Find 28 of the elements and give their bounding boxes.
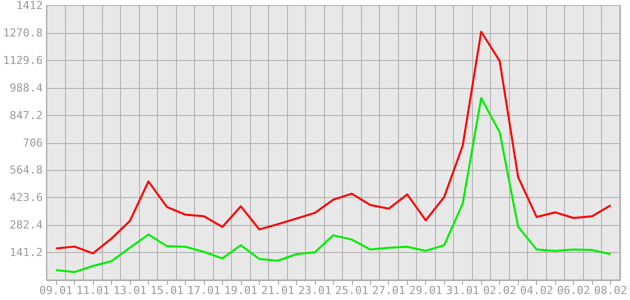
- x-tick-label: 25.01: [335, 284, 368, 297]
- x-tick-label: 04.02: [520, 284, 554, 297]
- x-tick-label: 17.01: [187, 284, 220, 297]
- x-tick-label: 21.01: [261, 284, 294, 297]
- x-tick-label: 11.01: [76, 284, 110, 297]
- x-tick-label: 08.02: [594, 284, 628, 297]
- y-tick-label: 1129.6: [2, 54, 43, 67]
- y-tick-label: 706: [22, 136, 43, 150]
- y-tick-label: 141.2: [10, 246, 43, 260]
- x-tick-label: 09.01: [39, 284, 73, 297]
- x-tick-label: 13.01: [113, 284, 146, 297]
- y-tick-label: 1412: [16, 0, 43, 12]
- line-series: [54, 97, 612, 274]
- x-tick-label: 27.01: [372, 284, 406, 297]
- y-tick-label: 423.6: [10, 191, 43, 204]
- y-tick-label: 564.8: [10, 164, 43, 177]
- y-tick-label: 988.4: [10, 81, 44, 94]
- x-tick-label: 29.01: [409, 284, 442, 297]
- x-tick-label: 19.01: [224, 284, 258, 297]
- x-tick-label: 06.02: [557, 284, 590, 297]
- y-tick-label: 1270.8: [2, 26, 43, 40]
- x-tick-label: 02.02: [483, 284, 516, 297]
- x-tick-label: 23.01: [298, 284, 332, 297]
- x-tick-label: 15.01: [150, 284, 184, 297]
- y-tick-label: 282.4: [10, 218, 44, 232]
- y-tick-label: 847.2: [10, 108, 43, 122]
- line-series: [54, 30, 612, 254]
- x-tick-label: 31.01: [446, 284, 480, 297]
